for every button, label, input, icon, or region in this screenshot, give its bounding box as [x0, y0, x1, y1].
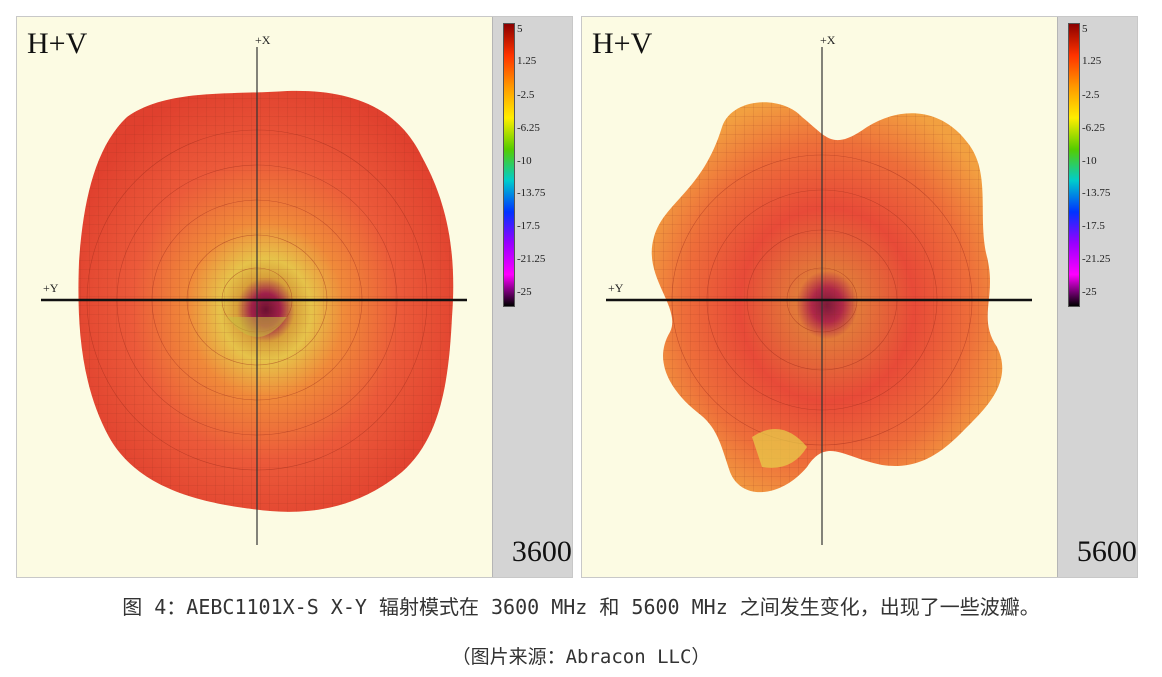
- colorbar-tick: 5: [517, 23, 523, 35]
- axis-y-label: +Y: [43, 281, 59, 295]
- axis-y-label: +Y: [608, 281, 624, 295]
- colorbar-tick: 1.25: [517, 55, 537, 67]
- axis-x-label: +X: [255, 33, 271, 47]
- colorbar-strip-3600: 5 1.25 -2.5 -6.25 -10 -13.75 -17.5 -21.2…: [492, 17, 572, 577]
- radiation-pattern-panel-3600: H+V +X +Y 5 1.25 -2.5 -6.25 -10 -13.75 -…: [16, 16, 573, 578]
- colorbar-tick: -21.25: [1082, 253, 1111, 265]
- colorbar-tick: -17.5: [1082, 220, 1105, 232]
- colorbar-tick: -17.5: [517, 220, 540, 232]
- colorbar-tick: -10: [517, 155, 532, 167]
- colorbar-tick: -21.25: [517, 253, 546, 265]
- colorbar-5600: [1068, 23, 1080, 307]
- colorbar-3600: [503, 23, 515, 307]
- colorbar-tick: -13.75: [1082, 187, 1111, 199]
- radiation-pattern-panel-5600: H+V +X +Y 5 1.25 -2.5 -6.25 -10 -13.75 -…: [581, 16, 1138, 578]
- radiation-pattern-plot-3600: [41, 47, 467, 545]
- colorbar-strip-5600: 5 1.25 -2.5 -6.25 -10 -13.75 -17.5 -21.2…: [1057, 17, 1137, 577]
- frequency-label: 3600 MHz: [511, 535, 572, 568]
- colorbar-tick: -2.5: [1082, 89, 1100, 101]
- image-source: （图片来源：Abracon LLC）: [451, 646, 711, 668]
- colorbar-tick: -6.25: [1082, 122, 1105, 134]
- colorbar-tick: 1.25: [1082, 55, 1102, 67]
- frequency-label: 5600 MHz: [1076, 535, 1137, 568]
- mode-label: H+V: [592, 27, 653, 60]
- colorbar-tick: -10: [1082, 155, 1097, 167]
- colorbar-tick: -13.75: [517, 187, 546, 199]
- colorbar-tick: -25: [517, 286, 532, 298]
- colorbar-tick: -2.5: [517, 89, 535, 101]
- plot-area-5600: H+V +X +Y: [582, 17, 1057, 575]
- colorbar-tick: -25: [1082, 286, 1097, 298]
- figure-row: H+V +X +Y 5 1.25 -2.5 -6.25 -10 -13.75 -…: [16, 16, 1138, 578]
- mode-label: H+V: [27, 27, 88, 60]
- colorbar-tick: -6.25: [517, 122, 540, 134]
- figure-caption: 图 4：AEBC1101X-S X-Y 辐射模式在 3600 MHz 和 560…: [122, 595, 1040, 619]
- radiation-pattern-plot-5600: [606, 47, 1032, 545]
- axis-x-label: +X: [820, 33, 836, 47]
- plot-area-3600: H+V +X +Y: [17, 17, 492, 575]
- colorbar-tick: 5: [1082, 23, 1088, 35]
